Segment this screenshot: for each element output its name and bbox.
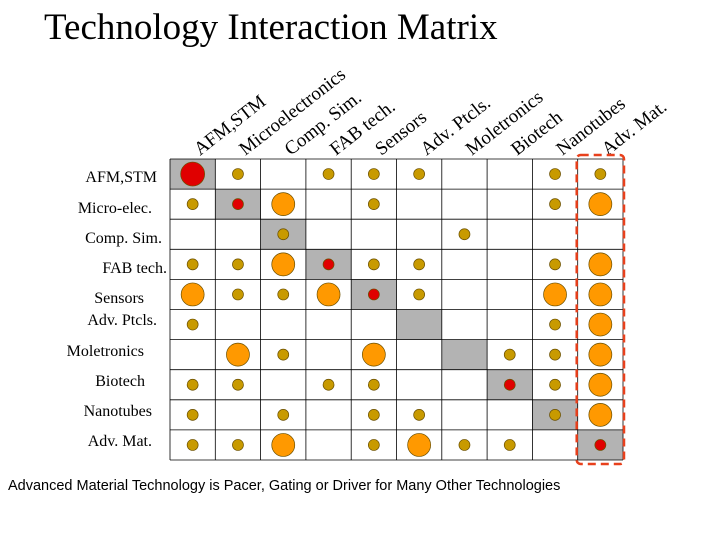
self-cell bbox=[396, 309, 442, 340]
small-dot bbox=[232, 168, 244, 180]
row-label: Biotech bbox=[95, 373, 145, 390]
large-dot bbox=[588, 252, 613, 277]
large-dot bbox=[180, 282, 205, 307]
self-dot bbox=[180, 161, 205, 187]
large-dot bbox=[407, 433, 431, 457]
small-dot bbox=[232, 439, 244, 451]
small-dot bbox=[549, 168, 561, 180]
small-dot bbox=[368, 409, 380, 421]
large-dot bbox=[271, 252, 296, 277]
small-dot bbox=[277, 348, 290, 361]
small-dot bbox=[413, 258, 425, 271]
small-dot bbox=[322, 168, 335, 180]
small-dot bbox=[458, 228, 471, 241]
row-label: Micro-elec. bbox=[78, 200, 152, 217]
small-dot bbox=[277, 288, 290, 301]
large-dot bbox=[588, 192, 613, 216]
large-dot bbox=[588, 282, 613, 307]
row-labels: AFM,STM Micro-elec. Comp. Sim. FAB tech. Sen… bbox=[67, 169, 167, 450]
row-label: Nanotubes bbox=[84, 403, 152, 420]
small-dot bbox=[594, 168, 607, 180]
large-dot bbox=[588, 342, 613, 367]
small-dot bbox=[458, 439, 471, 451]
large-dot bbox=[588, 372, 613, 397]
row-label: Moletronics bbox=[67, 343, 144, 360]
row-label: Adv. Mat. bbox=[88, 433, 152, 450]
small-dot bbox=[368, 378, 380, 391]
large-dot bbox=[588, 403, 613, 427]
small-dot bbox=[232, 288, 244, 301]
small-dot bbox=[232, 258, 244, 271]
small-dot bbox=[368, 198, 380, 210]
matrix-grid bbox=[169, 158, 624, 461]
row-label: Sensors bbox=[94, 290, 144, 307]
page-title: Technology Interaction Matrix bbox=[44, 7, 498, 48]
self-dot bbox=[503, 378, 516, 391]
row-label: AFM,STM bbox=[85, 169, 157, 186]
large-dot bbox=[588, 312, 613, 337]
self-dot bbox=[368, 288, 380, 301]
large-dot bbox=[271, 192, 296, 216]
small-dot bbox=[549, 409, 561, 421]
small-dot bbox=[186, 409, 199, 421]
small-dot bbox=[413, 409, 425, 421]
small-dot bbox=[549, 318, 561, 331]
small-dot bbox=[368, 439, 380, 451]
small-dot bbox=[413, 168, 425, 180]
large-dot bbox=[362, 342, 386, 367]
small-dot bbox=[503, 348, 516, 361]
row-label: Comp. Sim. bbox=[85, 230, 162, 247]
large-dot bbox=[316, 282, 341, 307]
self-dot bbox=[594, 439, 607, 451]
small-dot bbox=[186, 258, 199, 271]
self-dot bbox=[232, 198, 244, 210]
small-dot bbox=[549, 378, 561, 391]
large-dot bbox=[271, 433, 296, 457]
small-dot bbox=[549, 348, 561, 361]
small-dot bbox=[186, 318, 199, 331]
small-dot bbox=[186, 378, 199, 391]
small-dot bbox=[186, 439, 199, 451]
highlight-column-box bbox=[575, 153, 626, 466]
row-label: Adv. Ptcls. bbox=[87, 312, 157, 329]
small-dot bbox=[186, 198, 199, 210]
self-dot bbox=[322, 258, 335, 271]
small-dot bbox=[368, 168, 380, 180]
small-dot bbox=[277, 228, 290, 241]
caption: Advanced Material Technology is Pacer, G… bbox=[8, 478, 561, 494]
small-dot bbox=[503, 439, 516, 451]
large-dot bbox=[543, 282, 567, 307]
self-cell bbox=[441, 339, 488, 370]
small-dot bbox=[549, 198, 561, 210]
small-dot bbox=[277, 409, 290, 421]
matrix-dots bbox=[180, 161, 613, 457]
small-dot bbox=[232, 378, 244, 391]
row-label: FAB tech. bbox=[102, 260, 167, 277]
small-dot bbox=[549, 258, 561, 271]
small-dot bbox=[413, 288, 425, 301]
small-dot bbox=[368, 258, 380, 271]
large-dot bbox=[226, 342, 250, 367]
highlight-box bbox=[575, 153, 626, 466]
small-dot bbox=[322, 378, 335, 391]
